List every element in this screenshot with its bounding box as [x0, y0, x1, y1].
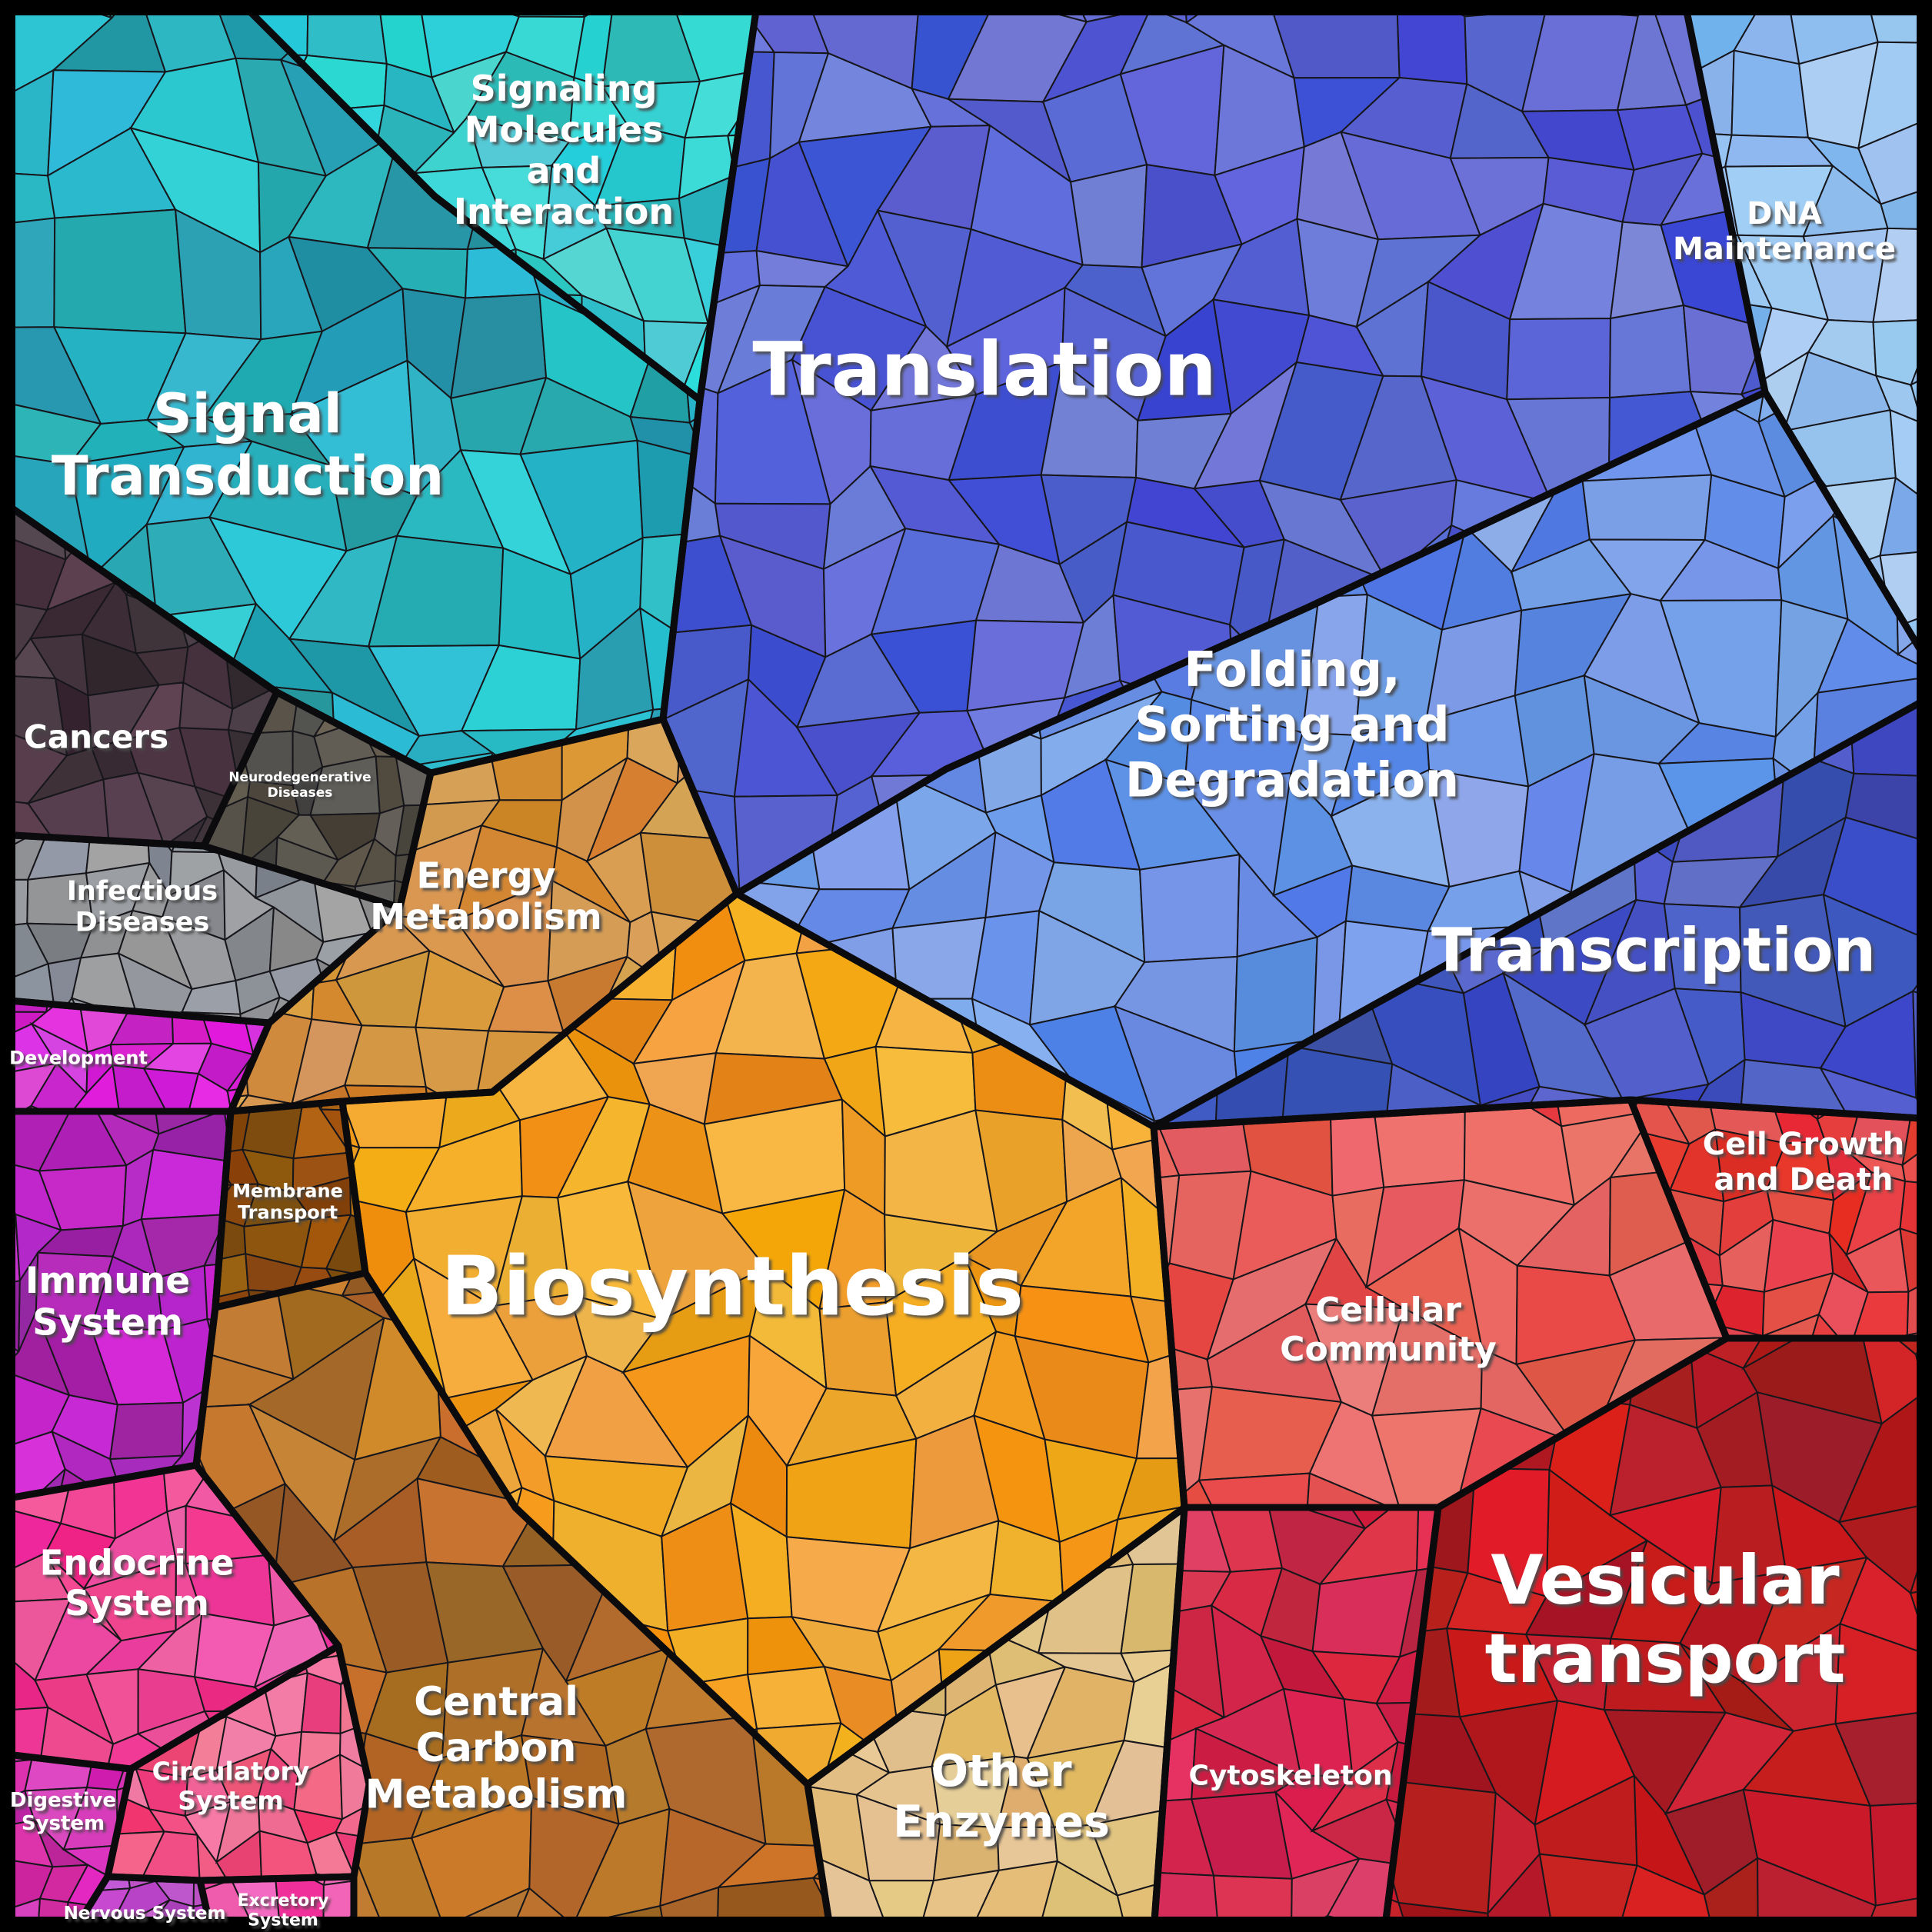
voronoi-cell — [1608, 304, 1692, 399]
voronoi-cell — [1761, 1313, 1820, 1338]
translation-label: Translation — [752, 327, 1216, 413]
voronoi-cell — [1822, 816, 1932, 948]
digestive-system-label: Digestive System — [10, 1789, 116, 1835]
voronoi-cell — [1311, 1569, 1418, 1658]
voronoi-cell — [1538, 1853, 1638, 1932]
voronoi-cell — [1844, 772, 1932, 846]
central-carbon-metabolism-label: Central Carbon Metabolism — [365, 1679, 628, 1818]
voronoi-cell — [1371, 1407, 1482, 1507]
voronoi-cell — [26, 778, 111, 846]
voronoi-cell — [629, 415, 700, 459]
vesicular-transport-border — [1381, 1334, 1932, 1932]
central-carbon-metabolism-border — [192, 1269, 834, 1932]
circulatory-system-label: Circulatory System — [152, 1756, 310, 1815]
voronoi-cell — [1135, 1332, 1184, 1460]
voronoi-cell — [112, 1064, 178, 1111]
other-enzymes-border — [804, 1504, 1188, 1932]
voronoi-cell — [1740, 286, 1765, 396]
voronoi-cell — [1506, 317, 1612, 401]
excretory-system-border — [196, 1873, 358, 1932]
cancers-label: Cancers — [24, 718, 168, 756]
voronoi-cell — [196, 1832, 242, 1880]
voronoi-cell — [1730, 49, 1810, 138]
energy-metabolism-label: Energy Metabolism — [370, 854, 601, 937]
voronoi-cell — [108, 1401, 185, 1461]
voronoi-cell — [1116, 1457, 1184, 1521]
cytoskeleton-label: Cytoskeleton — [1189, 1760, 1393, 1792]
neurodegenerative-diseases-label: Neurodegenerative Diseases — [228, 770, 371, 801]
cell-growth-and-death-label: Cell Growth and Death — [1703, 1127, 1904, 1198]
membrane-transport-label: Membrane Transport — [232, 1180, 343, 1223]
voronoi-cell — [391, 751, 494, 773]
voronoi-cell — [182, 1072, 235, 1111]
other-enzymes-label: Other Enzymes — [893, 1746, 1110, 1847]
voronoi-cell — [231, 1094, 295, 1111]
voronoi-cell — [397, 1887, 531, 1932]
vesicular-transport-label: Vesicular transport — [1485, 1541, 1846, 1698]
voronoi-cell — [115, 1754, 131, 1791]
voronoi-cell — [160, 1011, 242, 1023]
nervous-system-border — [69, 1873, 215, 1932]
voronoi-cell — [325, 1214, 365, 1280]
folding-sorting-degradation-label: Folding, Sorting and Degradation — [1125, 641, 1459, 808]
cytoskeleton-border — [1150, 1504, 1442, 1932]
infectious-diseases-label: Infectious Diseases — [67, 876, 218, 938]
voronoi-cell — [5, 1467, 67, 1500]
voronoi-cell — [30, 1061, 88, 1111]
cellular-community-label: Cellular Community — [1280, 1291, 1497, 1369]
vesicular-transport-region[interactable] — [1280, 1236, 1932, 1932]
biosynthesis-label: Biosynthesis — [441, 1239, 1024, 1334]
dna-maintenance-border — [1681, 0, 1932, 673]
voronoi-cell — [1233, 936, 1318, 1053]
excretory-system-label: Excretory System — [238, 1891, 329, 1930]
voronoi-cell — [53, 208, 187, 335]
voronoi-cell — [1817, 618, 1932, 694]
voronoi-cell — [239, 995, 281, 1023]
transcription-label: Transcription — [1431, 916, 1876, 985]
dna-maintenance-label: DNA Maintenance — [1673, 196, 1896, 267]
voronoi-cell — [300, 1671, 342, 1734]
signaling-molecules-label: Signaling Molecules and Interaction — [454, 68, 674, 232]
voronoi-cell — [1416, 1507, 1438, 1571]
voronoi-cell — [1912, 990, 1932, 1099]
voronoi-cell — [152, 1111, 231, 1163]
development-label: Development — [9, 1047, 148, 1068]
voronoi-cell — [1308, 1401, 1402, 1507]
cell-growth-and-death-border — [1627, 1096, 1932, 1342]
voronoi-cell — [1138, 854, 1241, 964]
endocrine-system-label: Endocrine System — [40, 1543, 235, 1624]
voronoi-cell — [140, 1148, 231, 1221]
voronoi-cell — [215, 1829, 263, 1880]
voronoi-cell — [1281, 1044, 1394, 1127]
voronoi-cell — [1069, 163, 1148, 268]
region-labels-layer: Signal Transduction Signaling Molecules and I… — [9, 68, 1904, 1930]
voronoi-cell — [1837, 1391, 1932, 1524]
voronoi-cell — [1581, 474, 1713, 541]
voronoi-cell — [145, 815, 208, 846]
voronoi-cell — [659, 1886, 720, 1932]
signal-transduction-label: Signal Transduction — [52, 382, 444, 508]
voronoi-cell — [489, 1887, 575, 1932]
immune-system-label: Immune System — [25, 1260, 190, 1344]
development-region[interactable] — [0, 944, 334, 1171]
nervous-system-label: Nervous System — [64, 1904, 226, 1924]
